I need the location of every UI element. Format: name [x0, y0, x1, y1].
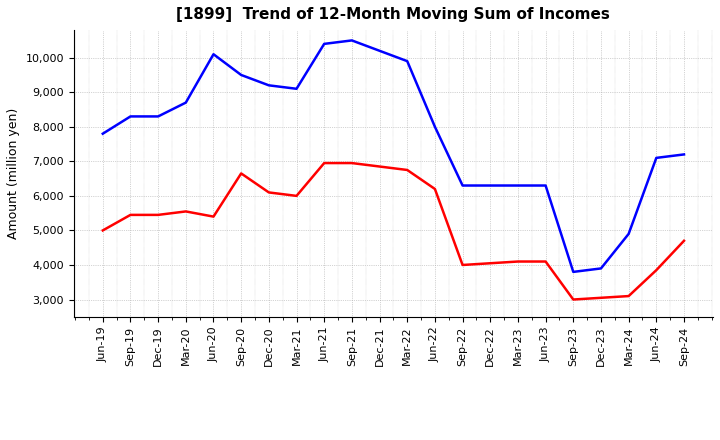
Ordinary Income: [652, 155, 661, 161]
Net Income: [486, 260, 495, 266]
Net Income: [264, 190, 273, 195]
Ordinary Income: [513, 183, 522, 188]
Net Income: [375, 164, 384, 169]
Ordinary Income: [292, 86, 301, 92]
Ordinary Income: [264, 83, 273, 88]
Ordinary Income: [458, 183, 467, 188]
Ordinary Income: [126, 114, 135, 119]
Net Income: [652, 268, 661, 273]
Ordinary Income: [154, 114, 163, 119]
Ordinary Income: [375, 48, 384, 53]
Net Income: [99, 228, 107, 233]
Net Income: [237, 171, 246, 176]
Y-axis label: Amount (million yen): Amount (million yen): [7, 108, 20, 239]
Net Income: [431, 186, 439, 191]
Net Income: [680, 238, 688, 243]
Ordinary Income: [541, 183, 550, 188]
Line: Ordinary Income: Ordinary Income: [103, 40, 684, 272]
Ordinary Income: [181, 100, 190, 105]
Ordinary Income: [624, 231, 633, 237]
Net Income: [181, 209, 190, 214]
Net Income: [624, 293, 633, 299]
Net Income: [292, 193, 301, 198]
Net Income: [126, 212, 135, 217]
Ordinary Income: [597, 266, 606, 271]
Ordinary Income: [320, 41, 328, 47]
Ordinary Income: [99, 131, 107, 136]
Ordinary Income: [486, 183, 495, 188]
Net Income: [348, 161, 356, 166]
Net Income: [597, 295, 606, 301]
Ordinary Income: [210, 51, 218, 57]
Net Income: [458, 262, 467, 268]
Line: Net Income: Net Income: [103, 163, 684, 300]
Ordinary Income: [569, 269, 577, 275]
Ordinary Income: [680, 152, 688, 157]
Ordinary Income: [237, 72, 246, 77]
Ordinary Income: [431, 124, 439, 129]
Ordinary Income: [403, 59, 412, 64]
Net Income: [154, 212, 163, 217]
Net Income: [210, 214, 218, 219]
Net Income: [320, 161, 328, 166]
Net Income: [403, 167, 412, 172]
Net Income: [569, 297, 577, 302]
Net Income: [541, 259, 550, 264]
Ordinary Income: [348, 38, 356, 43]
Title: [1899]  Trend of 12-Month Moving Sum of Incomes: [1899] Trend of 12-Month Moving Sum of I…: [176, 7, 611, 22]
Net Income: [513, 259, 522, 264]
